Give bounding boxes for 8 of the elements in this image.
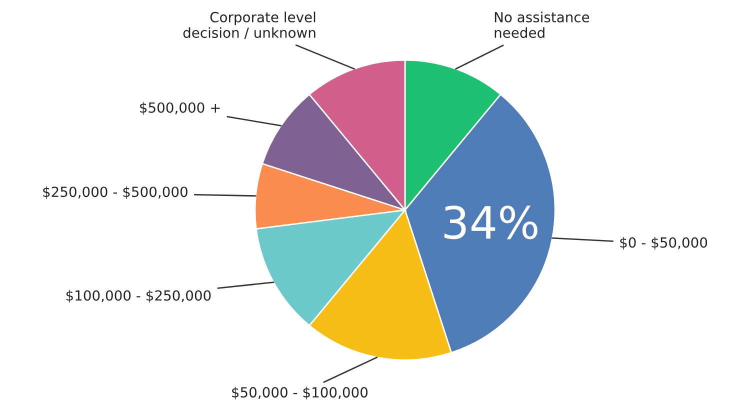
slice-label: Corporate level decision / unknown (183, 12, 316, 40)
slice-label: No assistance needed (494, 12, 590, 38)
slice-label: $0 - $50,000 (620, 237, 708, 250)
data-label: 34% (444, 206, 538, 240)
slice-label: $250,000 - $500,000 (43, 186, 188, 199)
slice-label: $50,000 - $100,000 (232, 386, 368, 400)
slice-label: $100,000 - $250,000 (66, 290, 211, 303)
slice-label: $500,000 + (140, 102, 220, 115)
